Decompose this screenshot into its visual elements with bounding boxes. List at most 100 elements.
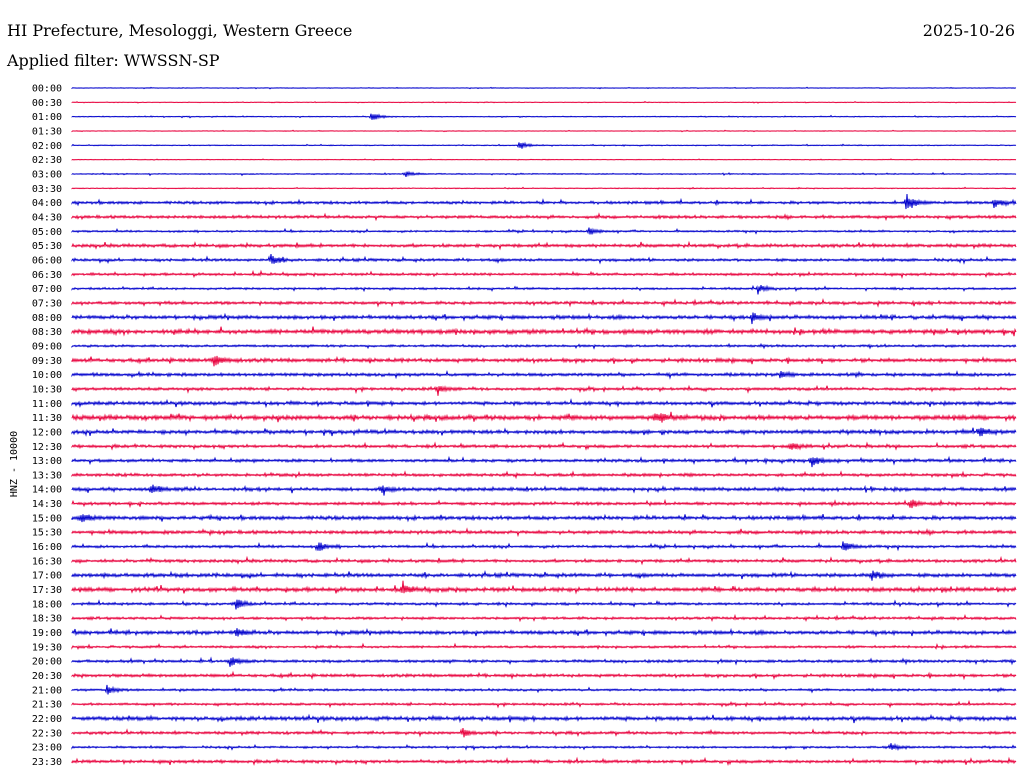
time-label: 17:30 (32, 585, 62, 596)
time-label: 22:30 (32, 728, 62, 739)
trace-line (71, 613, 1017, 623)
trace-line (71, 369, 1017, 380)
time-label: 18:00 (32, 599, 62, 610)
time-label: 13:30 (32, 470, 62, 481)
time-label: 07:30 (32, 298, 62, 309)
time-label: 07:00 (32, 284, 62, 295)
trace-line (71, 555, 1017, 566)
trace-line (71, 194, 1017, 210)
trace-line (71, 398, 1017, 409)
time-label: 15:00 (32, 513, 62, 524)
trace-line (71, 170, 1017, 177)
time-label: 11:00 (32, 399, 62, 410)
time-label: 20:30 (32, 671, 62, 682)
trace-line (71, 684, 1017, 695)
time-label: 10:30 (32, 384, 62, 395)
trace-line (71, 756, 1017, 767)
trace-line (71, 627, 1017, 638)
trace-line (71, 580, 1017, 595)
trace-line (71, 541, 1017, 552)
time-label: 04:30 (32, 212, 62, 223)
trace-line (71, 441, 1017, 451)
trace-line (71, 713, 1017, 724)
time-label: 20:00 (32, 657, 62, 668)
trace-line (71, 158, 1017, 161)
station-title: HI Prefecture, Mesologgi, Western Greece (7, 21, 353, 40)
filter-label: Applied filter: WWSSN-SP (7, 51, 220, 70)
time-label: 12:00 (32, 427, 62, 438)
time-label: 14:30 (32, 499, 62, 510)
time-label: 01:30 (32, 126, 62, 137)
time-label: 03:30 (32, 184, 62, 195)
trace-line (71, 269, 1017, 279)
time-label: 00:00 (32, 84, 62, 95)
trace-line (71, 284, 1017, 295)
time-labels-group: 00:00 00:30 01:00 01:30 02:00 02:30 03:00 03:30… (32, 84, 62, 769)
trace-line (71, 326, 1017, 337)
trace-line (71, 141, 1017, 149)
trace-line (71, 113, 1017, 120)
time-label: 21:30 (32, 700, 62, 711)
trace-line (71, 240, 1017, 251)
time-label: 11:30 (32, 413, 62, 424)
trace-line (71, 212, 1017, 222)
trace-line (71, 186, 1017, 190)
trace-line (71, 656, 1017, 667)
trace-line (71, 427, 1017, 437)
time-label: 12:30 (32, 442, 62, 453)
time-label: 19:30 (32, 642, 62, 653)
trace-line (71, 599, 1017, 610)
trace-line (71, 312, 1017, 325)
time-label: 06:00 (32, 255, 62, 266)
trace-line (71, 411, 1017, 423)
time-label: 22:00 (32, 714, 62, 725)
traces-group (71, 86, 1017, 767)
time-label: 09:00 (32, 341, 62, 352)
time-label: 23:00 (32, 743, 62, 754)
time-label: 00:30 (32, 98, 62, 109)
trace-line (71, 455, 1017, 468)
y-axis-label: HNZ - 10000 (9, 431, 20, 497)
trace-line (71, 728, 1017, 738)
time-label: 05:30 (32, 241, 62, 252)
trace-line (71, 342, 1017, 350)
trace-line (71, 100, 1017, 104)
time-label: 02:30 (32, 155, 62, 166)
time-label: 02:00 (32, 141, 62, 152)
time-label: 10:00 (32, 370, 62, 381)
time-label: 16:30 (32, 556, 62, 567)
trace-line (71, 254, 1017, 265)
time-label: 08:00 (32, 313, 62, 324)
time-label: 19:00 (32, 628, 62, 639)
time-label: 15:30 (32, 528, 62, 539)
time-label: 08:30 (32, 327, 62, 338)
trace-line (71, 699, 1017, 709)
trace-line (71, 384, 1017, 396)
time-label: 06:30 (32, 270, 62, 281)
time-label: 14:00 (32, 485, 62, 496)
trace-line (71, 86, 1017, 90)
time-label: 04:00 (32, 198, 62, 209)
trace-line (71, 484, 1017, 496)
trace-line (71, 498, 1017, 509)
time-label: 09:30 (32, 356, 62, 367)
trace-line (71, 527, 1017, 538)
time-label: 21:00 (32, 685, 62, 696)
trace-line (71, 742, 1017, 752)
date-label: 2025-10-26 (922, 21, 1015, 40)
time-label: 01:00 (32, 112, 62, 123)
trace-line (71, 570, 1017, 581)
time-label: 03:00 (32, 169, 62, 180)
time-label: 23:30 (32, 757, 62, 768)
trace-line (71, 129, 1017, 133)
time-label: 05:00 (32, 227, 62, 238)
trace-line (71, 642, 1017, 651)
trace-line (71, 227, 1017, 235)
trace-line (71, 355, 1017, 367)
time-label: 18:30 (32, 614, 62, 625)
trace-line (71, 513, 1017, 523)
time-label: 16:00 (32, 542, 62, 553)
time-label: 17:00 (32, 571, 62, 582)
time-label: 13:00 (32, 456, 62, 467)
